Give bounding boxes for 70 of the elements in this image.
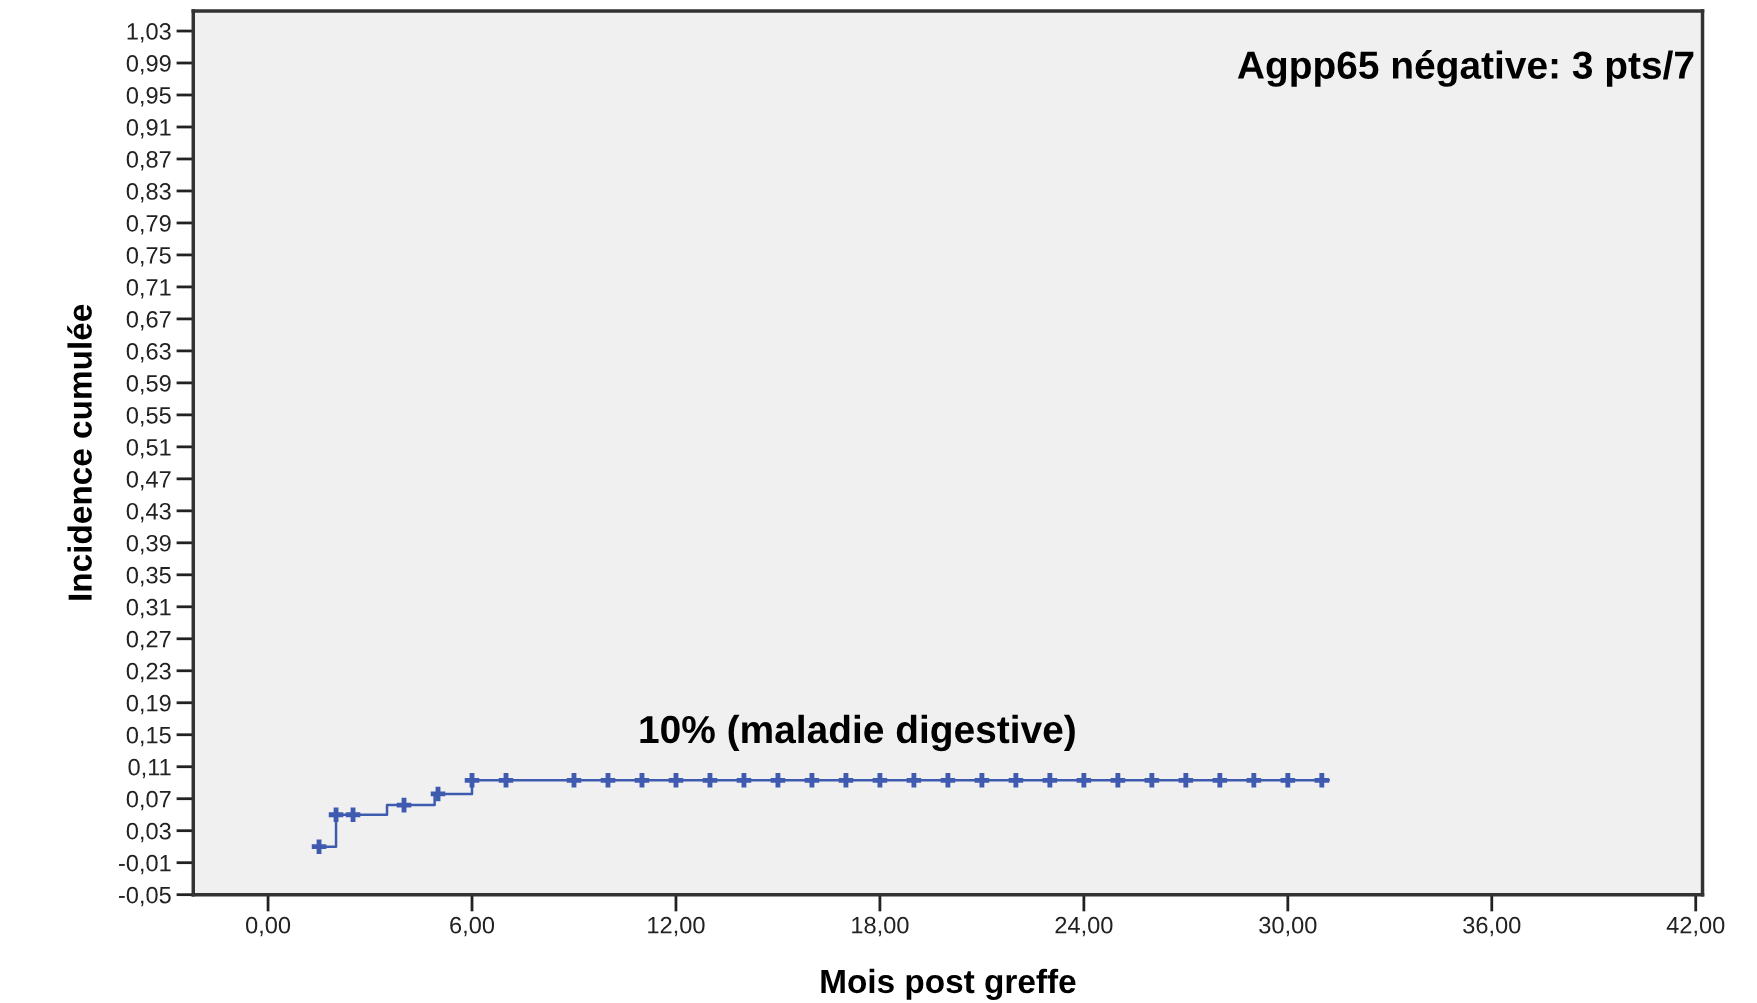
point xyxy=(1314,773,1330,788)
point xyxy=(838,773,854,788)
x-tick-label: 12,00 xyxy=(648,916,705,937)
point xyxy=(1280,773,1296,788)
point xyxy=(1110,773,1126,788)
x-tick-label: 36,00 xyxy=(1463,916,1521,937)
y-tick-label: 0,67 xyxy=(126,310,171,331)
annotation: 10% (maladie digestive) xyxy=(640,714,1075,752)
y-tick-label: 0,35 xyxy=(126,566,171,587)
y-tick-label: 0,23 xyxy=(126,662,171,683)
point xyxy=(736,773,752,788)
point xyxy=(974,773,990,788)
x-tick-label: 6,00 xyxy=(450,916,495,937)
point xyxy=(1178,773,1194,788)
y-tick-label: -0,01 xyxy=(118,854,171,875)
x-tick-label: 42,00 xyxy=(1666,916,1725,937)
y-tick-label: 1,03 xyxy=(127,23,171,43)
x-axis-title: Mois post greffe xyxy=(821,968,1076,1000)
y-tick-label: 0,71 xyxy=(126,278,171,299)
point xyxy=(430,786,446,802)
point xyxy=(804,773,820,788)
point xyxy=(464,773,480,788)
point xyxy=(770,773,786,788)
y-tick-label: 0,91 xyxy=(126,119,171,139)
y-tick-label: 0,79 xyxy=(126,215,171,235)
y-tick-label: 0,39 xyxy=(126,534,171,555)
point xyxy=(566,773,582,788)
point xyxy=(634,773,650,788)
y-tick-label: 0,87 xyxy=(126,151,171,171)
y-tick-label: 0,63 xyxy=(126,342,171,363)
point xyxy=(498,773,514,788)
point xyxy=(396,797,412,813)
x-tick-label: 24,00 xyxy=(1055,916,1113,937)
y-tick-label: 0,99 xyxy=(126,55,171,75)
y-tick-label: 0,55 xyxy=(126,406,171,427)
point xyxy=(668,773,684,788)
point xyxy=(702,773,718,788)
x-tick-label: 30,00 xyxy=(1259,916,1317,937)
y-tick-label: 0,59 xyxy=(126,374,171,395)
point xyxy=(1076,773,1092,788)
point xyxy=(328,807,344,822)
point xyxy=(1212,773,1228,788)
point xyxy=(1144,773,1160,788)
y-tick-label: 0,83 xyxy=(126,183,171,203)
point xyxy=(600,773,616,788)
y-tick-label: 0,11 xyxy=(128,758,171,779)
point xyxy=(1042,773,1058,788)
y-tick-label: 0,27 xyxy=(126,630,171,651)
point xyxy=(872,773,888,788)
point xyxy=(940,773,956,788)
x-tick-label: 18,00 xyxy=(852,916,909,937)
y-tick-label: 0,03 xyxy=(126,822,171,843)
y-tick-label: 0,19 xyxy=(126,694,171,715)
y-tick-label: 0,95 xyxy=(126,87,171,107)
point xyxy=(906,773,922,788)
y-tick-label: 0,07 xyxy=(126,790,171,811)
annotation: Agpp65 négative: 3 pts/7 xyxy=(1237,50,1694,87)
y-tick-label: 0,31 xyxy=(126,598,171,619)
y-tick-label: 0,43 xyxy=(126,502,171,523)
y-axis-title: Incidence cumulée xyxy=(67,304,92,600)
y-tick-label: 0,47 xyxy=(126,470,171,491)
y-tick-label: 0,15 xyxy=(126,726,171,747)
y-tick-label: 0,75 xyxy=(126,247,171,267)
y-tick-label: -0,05 xyxy=(118,886,171,907)
point xyxy=(345,807,361,822)
x-tick-label: 0,00 xyxy=(246,916,291,937)
point xyxy=(1246,773,1262,788)
point xyxy=(311,839,327,854)
point xyxy=(1008,773,1024,788)
y-tick-label: 0,51 xyxy=(126,438,171,459)
